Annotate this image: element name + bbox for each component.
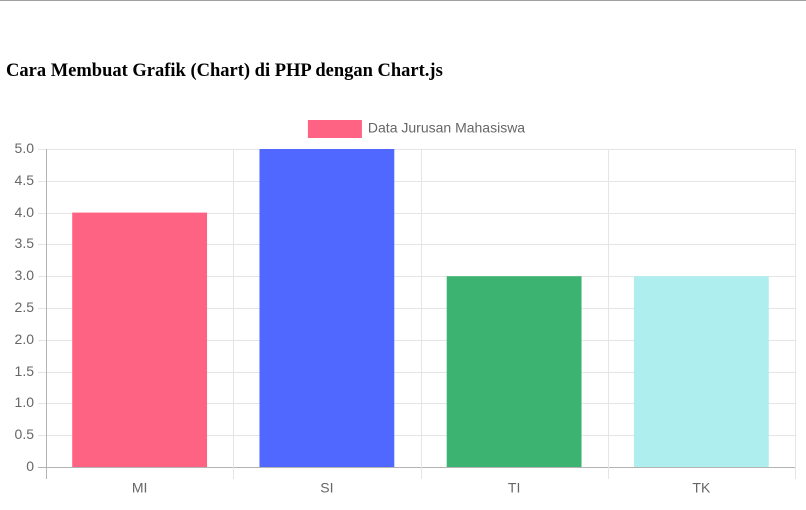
y-tick-label: 2.0 — [15, 331, 35, 347]
y-tick-label: 0.5 — [15, 426, 35, 442]
y-tick-label: 1.0 — [15, 394, 35, 410]
y-tick-label: 4.0 — [15, 204, 35, 220]
y-tick-label: 3.5 — [15, 235, 35, 251]
chart-bars — [72, 149, 769, 467]
y-tick-label: 0 — [26, 458, 34, 474]
chart-legend[interactable]: Data Jurusan Mahasiswa — [307, 120, 525, 138]
y-tick-label: 1.5 — [15, 363, 35, 379]
top-divider — [0, 0, 806, 1]
legend-label: Data Jurusan Mahasiswa — [368, 120, 525, 136]
y-tick-label: 3.0 — [15, 267, 35, 283]
legend-swatch — [307, 120, 362, 138]
x-tick-label: TI — [508, 480, 520, 496]
bar-mi — [72, 212, 208, 467]
y-tick-label: 5.0 — [15, 140, 35, 156]
x-tick-label: SI — [320, 480, 333, 496]
chart-axes: 0 0.5 1.0 1.5 2.0 2.5 3.0 3.5 4.0 4.5 5.0 MI SI TI TK — [15, 140, 711, 496]
bar-si — [259, 149, 395, 467]
y-tick-label: 2.5 — [15, 299, 35, 315]
y-tick-label: 4.5 — [15, 172, 35, 188]
bar-ti — [446, 276, 582, 467]
x-tick-label: TK — [692, 480, 711, 496]
page-title: Cara Membuat Grafik (Chart) di PHP denga… — [6, 61, 443, 81]
bar-tk — [633, 276, 769, 467]
x-tick-label: MI — [132, 480, 148, 496]
